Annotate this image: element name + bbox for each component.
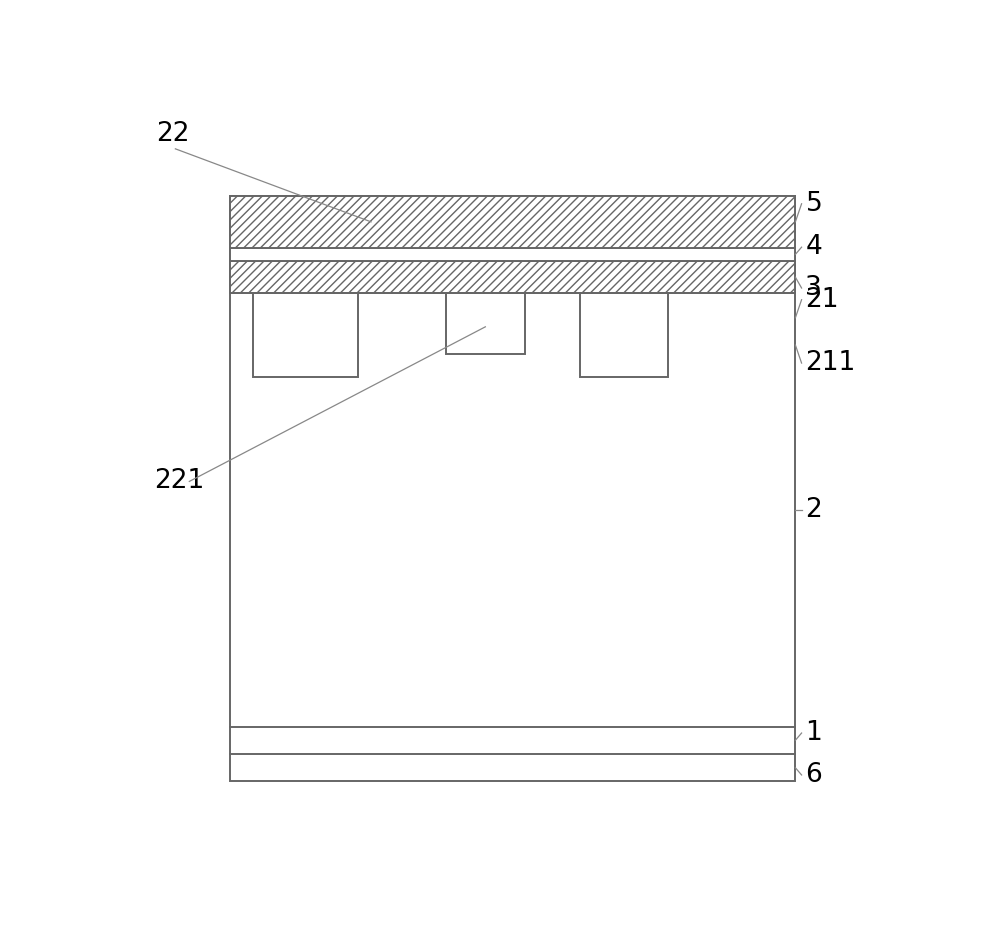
Text: 22: 22 — [156, 121, 190, 146]
Text: 3: 3 — [805, 275, 822, 301]
Bar — [230, 261, 795, 293]
Text: 21: 21 — [805, 286, 839, 313]
Text: 5: 5 — [805, 191, 822, 217]
Bar — [253, 293, 358, 377]
Bar — [446, 293, 525, 354]
Text: 2: 2 — [805, 497, 822, 523]
Text: 1: 1 — [805, 720, 822, 747]
Text: 6: 6 — [805, 762, 822, 788]
Text: 4: 4 — [805, 234, 822, 260]
Bar — [580, 293, 668, 377]
Text: 211: 211 — [805, 350, 856, 376]
Text: 221: 221 — [154, 469, 205, 495]
Bar — [230, 196, 795, 781]
Bar — [230, 196, 795, 248]
Bar — [230, 248, 795, 261]
